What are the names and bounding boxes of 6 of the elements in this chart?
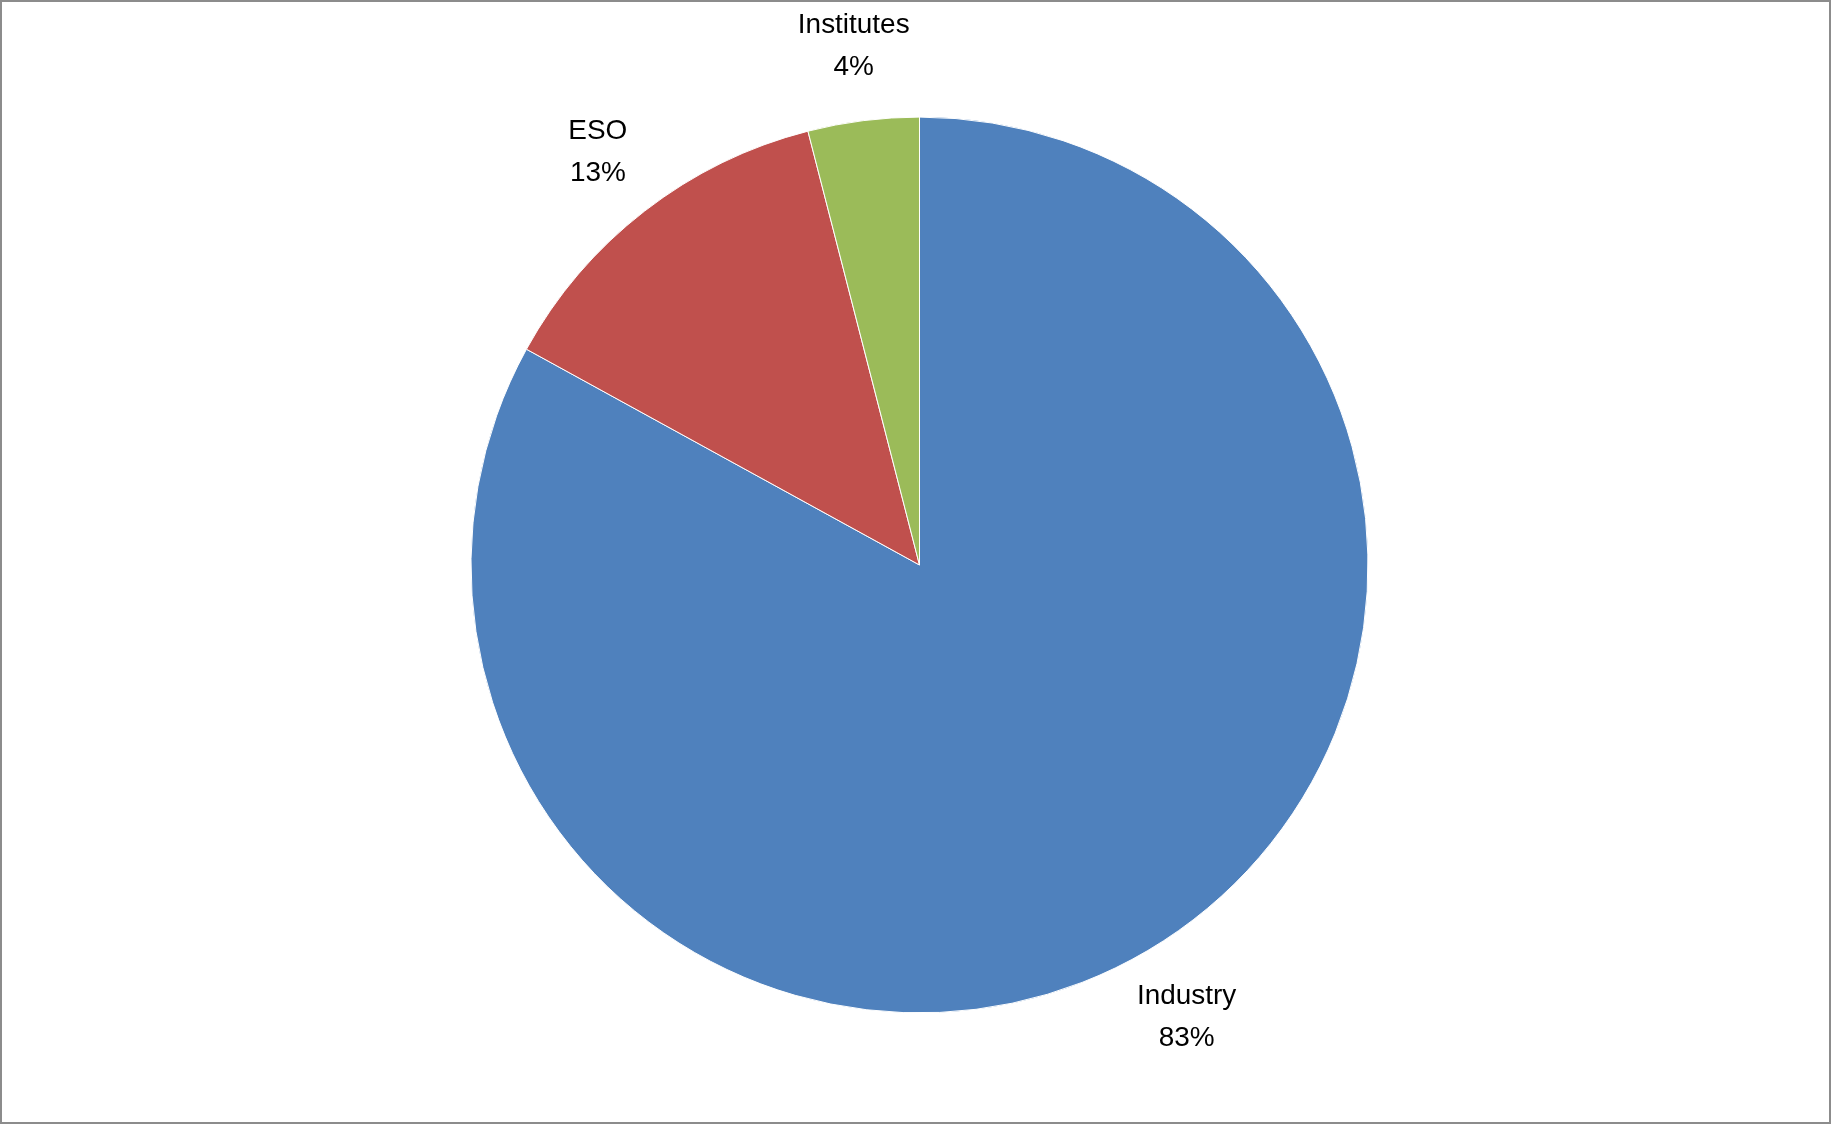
- slice-label: ESO: [568, 113, 628, 145]
- data-label: 13%: [569, 155, 626, 187]
- data-label: 4%: [833, 49, 874, 81]
- slice-label: Industry: [1136, 978, 1237, 1010]
- data-label: 83%: [1158, 1020, 1215, 1052]
- slice-label: Institutes: [797, 7, 910, 39]
